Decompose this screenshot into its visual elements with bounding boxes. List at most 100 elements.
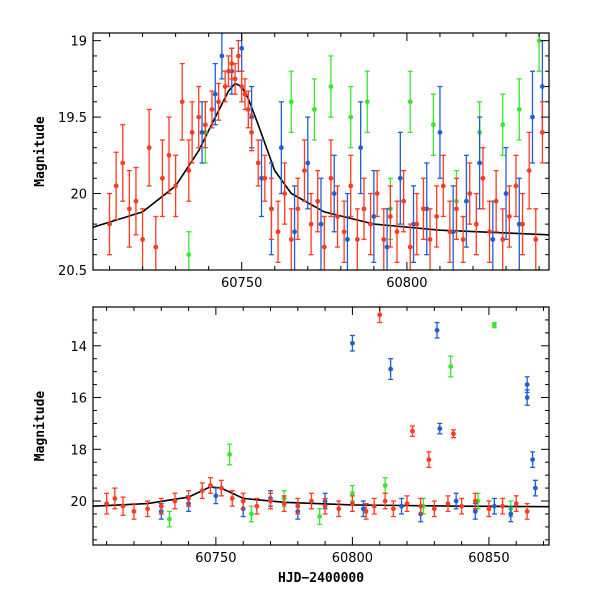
data-point: [120, 160, 126, 166]
data-point: [388, 366, 394, 372]
y-tick-label: 20.5: [58, 264, 87, 279]
data-point: [533, 237, 539, 242]
data-point: [133, 198, 139, 204]
data-point: [120, 503, 126, 509]
data-point: [239, 84, 245, 89]
data-point: [229, 61, 235, 66]
data-point: [390, 506, 396, 512]
y-tick-label: 20: [70, 188, 87, 203]
data-point: [506, 214, 512, 219]
data-point: [104, 501, 110, 507]
data-point: [536, 38, 542, 44]
data-point: [513, 183, 519, 189]
data-point: [350, 490, 355, 496]
y-axis-title: Magnitude: [33, 391, 48, 462]
y-tick-label: 14: [70, 340, 87, 355]
data-point: [350, 340, 355, 346]
data-point: [437, 129, 443, 135]
data-point: [539, 84, 545, 89]
data-point: [202, 122, 208, 128]
data-point: [166, 152, 172, 158]
data-point: [254, 503, 260, 509]
data-point: [328, 175, 334, 181]
data-point: [374, 191, 380, 196]
data-point: [172, 498, 178, 504]
data-point: [490, 237, 496, 242]
data-point: [421, 206, 426, 212]
series-red: [104, 307, 530, 520]
data-point: [131, 508, 137, 514]
data-point: [255, 160, 261, 166]
data-point: [480, 175, 486, 181]
data-point: [218, 485, 224, 491]
x-axis-title: HJD−2400000: [278, 571, 364, 586]
data-point: [348, 183, 354, 189]
data-point: [309, 498, 314, 504]
x-tick-label: 60850: [468, 551, 509, 566]
data-point: [491, 322, 497, 328]
x-tick-label: 60800: [332, 551, 373, 566]
x-tick-label: 60750: [195, 551, 236, 566]
series-blue: [199, 33, 545, 270]
data-point: [503, 191, 509, 196]
data-point: [232, 76, 238, 82]
data-point: [219, 53, 225, 59]
data-point: [222, 84, 228, 89]
data-point: [239, 45, 245, 51]
data-point: [213, 493, 219, 499]
data-point: [401, 198, 407, 204]
plot-area: [93, 33, 549, 270]
data-point: [209, 107, 215, 112]
data-point: [235, 53, 241, 59]
plot-frame: [92, 32, 550, 271]
data-point: [167, 516, 172, 522]
data-point: [302, 168, 307, 174]
data-point: [530, 114, 535, 120]
data-point: [196, 114, 202, 120]
data-point: [248, 511, 254, 517]
data-point: [397, 175, 403, 181]
data-point: [410, 428, 415, 434]
data-point: [240, 498, 246, 504]
plot-area: [93, 307, 549, 528]
data-point: [459, 503, 465, 509]
data-point: [126, 206, 132, 212]
data-point: [107, 221, 112, 227]
data-point: [493, 198, 499, 204]
x-tick-label: 60800: [386, 276, 427, 291]
data-point: [208, 483, 213, 488]
x-tick-label: 60750: [221, 276, 262, 291]
data-point: [245, 107, 251, 112]
data-point: [348, 114, 354, 120]
data-point: [450, 229, 456, 235]
data-point: [361, 206, 367, 212]
data-point: [500, 237, 506, 242]
data-point: [434, 327, 440, 333]
data-point: [305, 160, 311, 166]
data-point: [179, 99, 185, 105]
data-point: [431, 506, 437, 512]
data-point: [427, 237, 433, 242]
data-point: [328, 84, 334, 89]
data-point: [153, 244, 159, 250]
data-point: [186, 252, 192, 258]
data-point: [467, 191, 473, 196]
data-point: [212, 91, 218, 97]
data-point: [394, 229, 400, 235]
data-point: [384, 244, 390, 250]
data-point: [524, 395, 530, 400]
data-point: [269, 206, 274, 212]
data-point: [186, 496, 191, 501]
data-point: [288, 237, 294, 242]
data-point: [216, 99, 221, 105]
data-point: [508, 511, 514, 517]
data-point: [278, 145, 284, 151]
data-point: [331, 191, 337, 196]
data-point: [364, 99, 370, 105]
data-point: [473, 221, 479, 227]
data-point: [146, 145, 152, 151]
data-point: [322, 503, 328, 509]
data-point: [430, 122, 436, 128]
data-point: [159, 175, 165, 181]
data-point: [158, 503, 164, 509]
